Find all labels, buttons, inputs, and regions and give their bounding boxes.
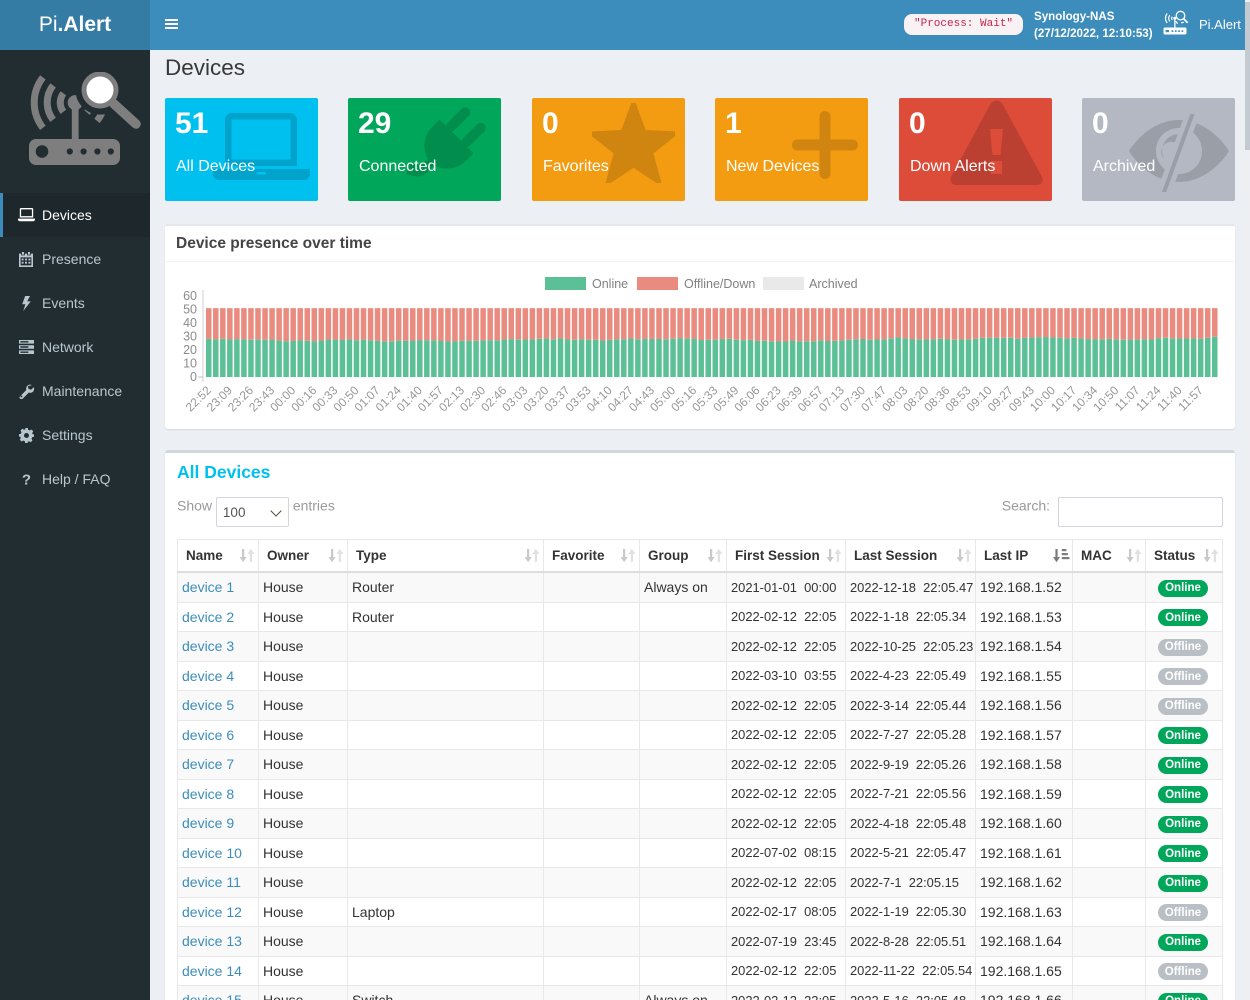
svg-text:10: 10 xyxy=(183,357,197,371)
svg-text:60: 60 xyxy=(183,289,197,303)
svg-text:?: ? xyxy=(21,472,30,487)
svg-text:20: 20 xyxy=(183,343,197,357)
svg-text:11:57: 11:57 xyxy=(1175,383,1206,414)
svg-text:50: 50 xyxy=(183,303,197,317)
svg-text:40: 40 xyxy=(183,316,197,330)
svg-text:30: 30 xyxy=(183,330,197,344)
svg-text:0: 0 xyxy=(190,370,197,384)
